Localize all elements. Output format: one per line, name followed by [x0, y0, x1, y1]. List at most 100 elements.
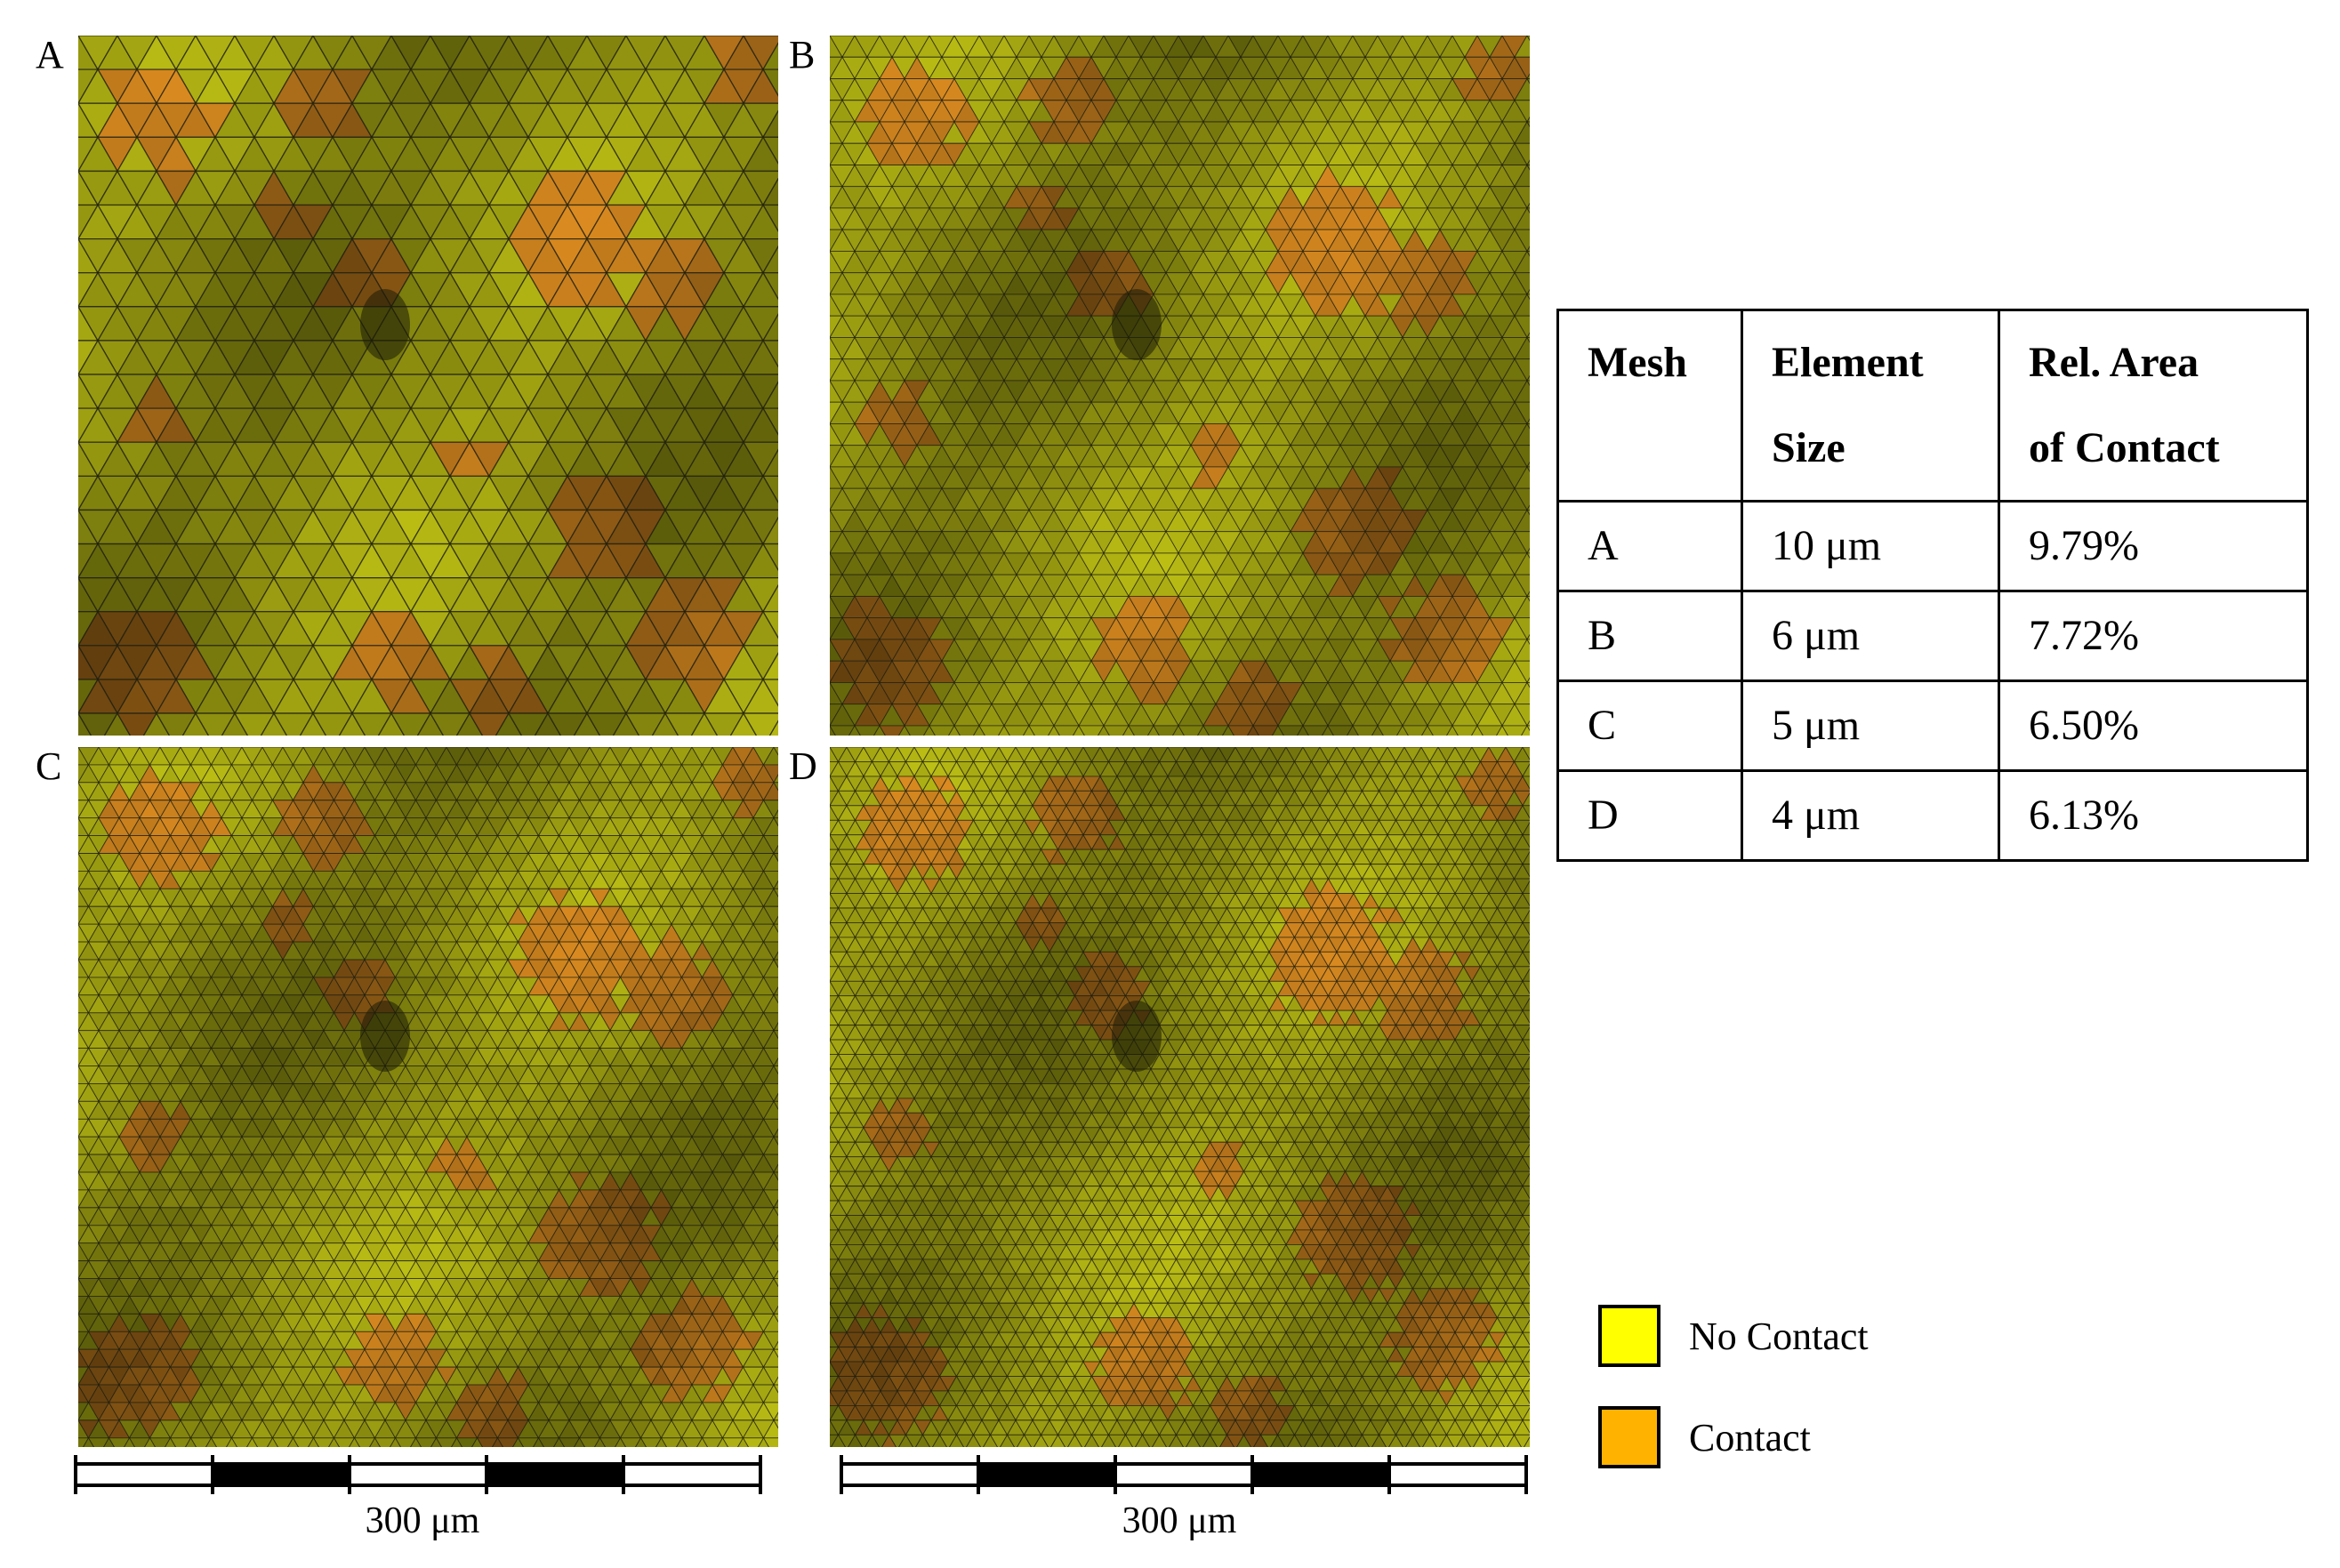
mesh-element	[848, 725, 861, 736]
surface-pit	[1112, 289, 1162, 360]
mesh-element	[978, 725, 1005, 736]
mesh-element	[1023, 725, 1035, 736]
mesh-element	[1526, 165, 1530, 171]
mesh-element	[1053, 725, 1080, 736]
mesh-element	[1128, 725, 1154, 736]
mesh-element	[1526, 36, 1530, 42]
mesh-element	[761, 516, 778, 545]
mesh-element	[1103, 725, 1130, 736]
mesh-element	[768, 720, 778, 736]
mesh-element	[998, 725, 1010, 736]
mesh-element	[1526, 639, 1530, 646]
mesh-surface	[78, 747, 778, 1447]
mesh-surface	[830, 36, 1530, 736]
mesh-element	[1526, 78, 1530, 84]
mesh-element	[1402, 725, 1428, 736]
mesh-element	[1526, 116, 1530, 123]
mesh-element	[773, 1171, 778, 1181]
panel-label-b: B	[789, 33, 816, 76]
mesh-element	[761, 448, 778, 478]
mesh-element	[1371, 725, 1384, 736]
panel-label-a: A	[36, 33, 64, 76]
mesh-element	[761, 584, 778, 613]
mesh-element	[773, 959, 778, 969]
mesh-element	[953, 725, 980, 736]
mesh-element	[854, 725, 881, 736]
mesh-element	[773, 1100, 778, 1110]
mesh-panel-a	[78, 36, 778, 736]
contact-element	[1252, 725, 1279, 736]
mesh-element	[1526, 677, 1530, 683]
mesh-element	[1098, 725, 1110, 736]
mesh-element	[1427, 725, 1453, 736]
mesh-element	[1526, 595, 1530, 602]
mesh-element	[1526, 207, 1530, 214]
mesh-element	[773, 1136, 778, 1146]
mesh-element	[973, 725, 985, 736]
mesh-element	[1526, 510, 1530, 516]
mesh-element	[1277, 725, 1304, 736]
mesh-element	[773, 951, 778, 961]
mesh-element	[1526, 202, 1530, 209]
mesh-element	[1526, 633, 1530, 640]
mesh-element	[1526, 720, 1530, 727]
mesh-element	[1526, 73, 1530, 79]
mesh-element	[773, 986, 778, 996]
mesh-element	[773, 747, 778, 756]
mesh-element	[1272, 725, 1284, 736]
mesh-element	[773, 1092, 778, 1102]
mesh-element	[761, 313, 778, 342]
mesh-element	[1526, 461, 1530, 468]
panel-label-d: D	[789, 744, 817, 788]
mesh-element	[1197, 725, 1210, 736]
mesh-element	[1178, 725, 1204, 736]
mesh-element	[1526, 423, 1530, 430]
mesh-element	[773, 1030, 778, 1040]
mesh-element	[1003, 725, 1030, 736]
mesh-element	[948, 725, 961, 736]
contact-element	[1227, 725, 1254, 736]
mesh-element	[1476, 725, 1503, 736]
mesh-element	[773, 1163, 778, 1173]
mesh-element	[773, 1207, 778, 1217]
mesh-element	[1526, 504, 1530, 511]
mesh-element	[1526, 332, 1530, 338]
mesh-element	[1526, 466, 1530, 473]
mesh-element	[1526, 337, 1530, 343]
mesh-element	[873, 725, 886, 736]
mesh-element	[761, 245, 778, 274]
panel-label-c: C	[36, 744, 62, 788]
mesh-element	[1147, 725, 1160, 736]
mesh-surface	[78, 36, 778, 736]
mesh-element	[1202, 725, 1229, 736]
surface-pit	[360, 289, 410, 360]
mesh-element	[1526, 288, 1530, 295]
mesh-element	[1526, 374, 1530, 382]
mesh-element	[761, 177, 778, 206]
mesh-element	[761, 381, 778, 409]
mesh-element	[904, 725, 930, 736]
mesh-element	[1526, 681, 1530, 688]
mesh-element	[773, 844, 778, 854]
mesh-element	[1172, 725, 1185, 736]
mesh-element	[1322, 725, 1334, 736]
mesh-element	[1526, 293, 1530, 301]
mesh-element	[830, 725, 856, 736]
mesh-panel-b	[830, 36, 1530, 736]
mesh-element	[761, 109, 778, 138]
mesh-element	[773, 1128, 778, 1138]
mesh-element	[773, 774, 778, 784]
mesh-element	[1153, 725, 1179, 736]
mesh-element	[923, 725, 936, 736]
mesh-element	[1028, 725, 1055, 736]
mesh-element	[773, 888, 778, 897]
mesh-element	[1048, 725, 1060, 736]
mesh-element	[773, 853, 778, 863]
mesh-element	[1297, 725, 1309, 736]
mesh-element	[773, 809, 778, 819]
mesh-element	[1222, 725, 1234, 736]
mesh-element	[1526, 159, 1530, 165]
contact-element	[1247, 725, 1259, 736]
mesh-element	[773, 923, 778, 933]
mesh-element	[898, 725, 911, 736]
